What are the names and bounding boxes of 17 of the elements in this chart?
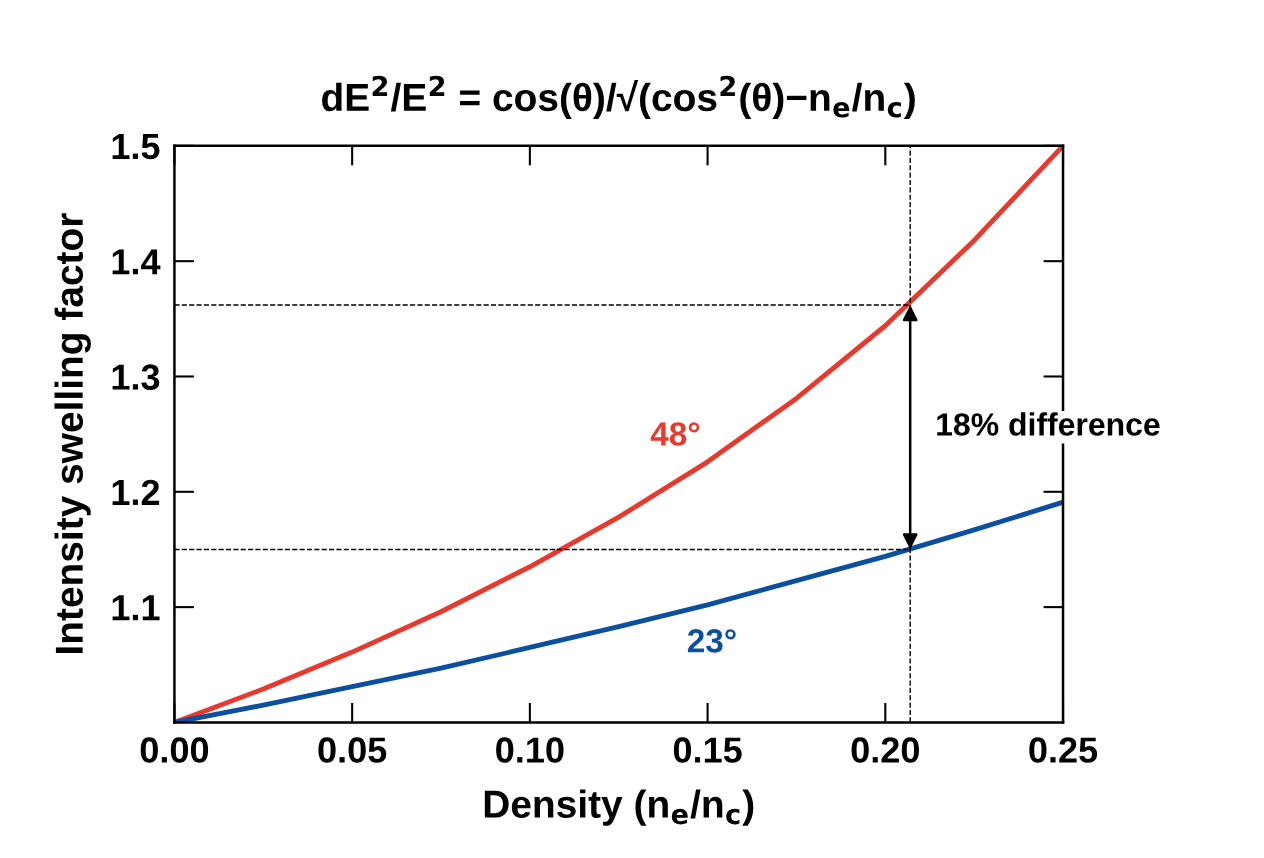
series-label: 23° — [687, 629, 736, 653]
y-axis-title: Intensity swelling factor — [54, 213, 91, 654]
y-tick-label: 1.1 — [112, 595, 160, 621]
x-tick-label: 0.20 — [851, 737, 919, 763]
chart-title: dE$^{2}$/E$^{2}$ = cos(θ)/√(cos$^{2}$(θ)−n$_{e}$/n$_{c}$) — [322, 75, 915, 119]
series-label: 48° — [650, 422, 700, 446]
x-tick-label: 0.10 — [496, 737, 564, 763]
x-tick-label: 0.00 — [140, 737, 209, 763]
y-tick-label: 1.4 — [112, 249, 161, 275]
x-tick-label: 0.15 — [673, 737, 742, 763]
x-tick-label: 0.05 — [318, 737, 387, 763]
y-tick-label: 1.3 — [112, 364, 160, 390]
annotation: 18% difference — [937, 412, 1160, 436]
x-axis-title: Density (n$_{e}$/n$_{c}$) — [484, 789, 754, 826]
y-tick-label: 1.2 — [112, 479, 160, 505]
x-tick-label: 0.25 — [1029, 737, 1098, 763]
y-tick-label: 1.5 — [112, 134, 160, 160]
